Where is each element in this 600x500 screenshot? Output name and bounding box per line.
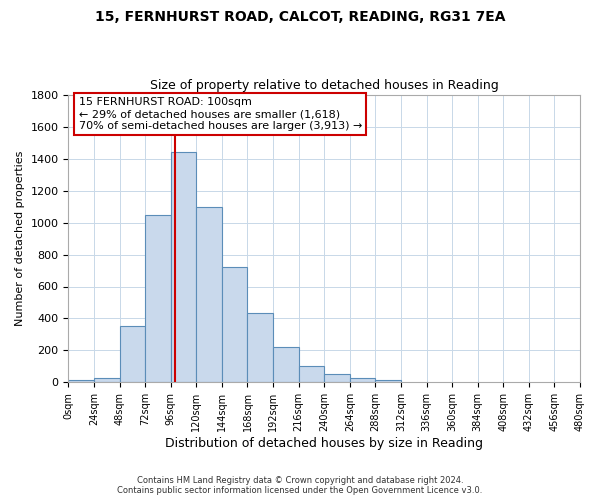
Bar: [94, 378, 119, 382]
Text: 15, FERNHURST ROAD, CALCOT, READING, RG31 7EA: 15, FERNHURST ROAD, CALCOT, READING, RG3…: [95, 10, 505, 24]
Bar: [145, 214, 171, 382]
Bar: [68, 380, 94, 382]
Bar: [324, 374, 350, 382]
Text: Contains HM Land Registry data © Crown copyright and database right 2024.
Contai: Contains HM Land Registry data © Crown c…: [118, 476, 482, 495]
Bar: [299, 366, 324, 382]
Y-axis label: Number of detached properties: Number of detached properties: [15, 151, 25, 326]
Text: 15 FERNHURST ROAD: 100sqm
← 29% of detached houses are smaller (1,618)
70% of se: 15 FERNHURST ROAD: 100sqm ← 29% of detac…: [79, 98, 362, 130]
Bar: [119, 326, 145, 382]
Title: Size of property relative to detached houses in Reading: Size of property relative to detached ho…: [150, 79, 499, 92]
Bar: [350, 378, 376, 382]
X-axis label: Distribution of detached houses by size in Reading: Distribution of detached houses by size …: [165, 437, 483, 450]
Bar: [222, 268, 247, 382]
Bar: [196, 206, 222, 382]
Bar: [376, 380, 401, 382]
Bar: [247, 313, 273, 382]
Bar: [273, 348, 299, 382]
Bar: [171, 152, 196, 382]
